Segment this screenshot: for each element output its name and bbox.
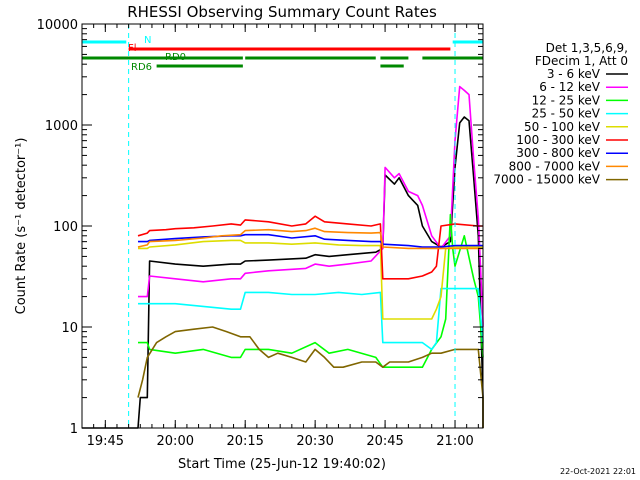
series-line-4 bbox=[138, 239, 483, 320]
legend-entry-label-0: 3 - 6 keV bbox=[547, 67, 601, 81]
timestamp: 22-Oct-2021 22:01 bbox=[560, 467, 636, 476]
legend-entry-label-4: 50 - 100 keV bbox=[524, 120, 601, 134]
series-line-1 bbox=[138, 85, 484, 327]
x-tick-label-3: 20:30 bbox=[296, 434, 333, 449]
flare-bar-label: Fl bbox=[128, 43, 137, 54]
x-tick-label-2: 20:15 bbox=[226, 434, 263, 449]
series-line-2 bbox=[138, 213, 484, 369]
y-tick-label-0: 1 bbox=[70, 422, 78, 437]
decimation-bar-label: RD0 bbox=[165, 52, 186, 63]
legend-entry-label-6: 300 - 800 keV bbox=[516, 146, 600, 160]
legend-entry-label-3: 25 - 50 keV bbox=[532, 107, 601, 121]
y-tick-label-4: 10000 bbox=[37, 18, 78, 33]
legend-header-line-2: FDecim 1, Att 0 bbox=[535, 54, 628, 68]
x-tick-label-5: 21:00 bbox=[436, 434, 473, 449]
x-axis-label: Start Time (25-Jun-12 19:40:02) bbox=[178, 457, 386, 472]
legend-entry-label-1: 6 - 12 keV bbox=[539, 80, 601, 94]
series-line-5 bbox=[137, 215, 483, 280]
x-tick-label-1: 20:00 bbox=[157, 434, 194, 449]
series-line-8 bbox=[137, 326, 484, 428]
ticks-layer: 19:45 20:00 20:15 20:30 20:45 21:00 1 10 100 1000… bbox=[37, 18, 483, 449]
chart-title: RHESSI Observing Summary Count Rates bbox=[127, 3, 437, 21]
legend-entry-label-8: 7000 - 15000 keV bbox=[493, 173, 600, 187]
series-line-7 bbox=[137, 227, 483, 250]
y-tick-label-1: 10 bbox=[61, 321, 78, 336]
y-tick-label-3: 1000 bbox=[45, 119, 78, 134]
night-bar-label: N bbox=[144, 35, 151, 46]
y-axis-label: Count Rate (s⁻¹ detector⁻¹) bbox=[14, 138, 29, 315]
status-bars-layer bbox=[82, 24, 483, 428]
series-line-6 bbox=[138, 233, 483, 248]
series-line-3 bbox=[138, 287, 484, 351]
legend-entry-label-5: 100 - 300 keV bbox=[516, 133, 600, 147]
legend-header-line-1: Det 1,3,5,6,9, bbox=[546, 41, 628, 55]
y-tick-label-2: 100 bbox=[53, 220, 78, 235]
decimation-bar-label-2: RD6 bbox=[131, 62, 152, 73]
legend: Det 1,3,5,6,9, FDecim 1, Att 0 3 - 6 keV… bbox=[493, 41, 628, 187]
x-tick-label-0: 19:45 bbox=[87, 434, 124, 449]
legend-entry-label-2: 12 - 25 keV bbox=[532, 93, 601, 107]
series-layer bbox=[82, 85, 484, 429]
legend-entry-label-7: 800 - 7000 keV bbox=[509, 159, 601, 173]
x-tick-label-4: 20:45 bbox=[366, 434, 403, 449]
